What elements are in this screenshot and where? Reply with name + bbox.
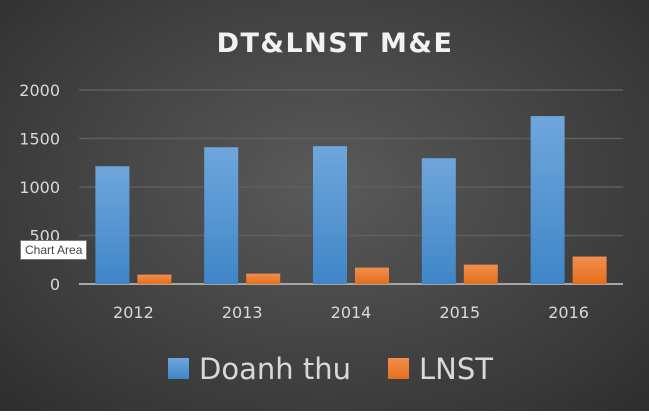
bar-doanh-thu-2012[interactable] [95, 166, 130, 284]
legend-label: LNST [419, 352, 493, 386]
y-tick-label: 0 [50, 275, 60, 294]
bar-doanh-thu-2013[interactable] [204, 147, 239, 284]
bar-doanh-thu-2016[interactable] [530, 116, 565, 284]
x-tick-label: 2013 [222, 303, 263, 322]
y-tick-label: 1000 [19, 178, 60, 197]
x-tick-label: 2016 [548, 303, 589, 322]
bar-lnst-2012[interactable] [137, 274, 172, 284]
bar-doanh-thu-2015[interactable] [421, 158, 456, 284]
bar-lnst-2015[interactable] [463, 264, 498, 284]
bar-lnst-2014[interactable] [355, 267, 389, 284]
legend-swatch [388, 358, 409, 379]
legend-swatch [168, 358, 189, 379]
bar-doanh-thu-2014[interactable] [313, 146, 347, 284]
x-tick-label: 2015 [439, 303, 480, 322]
y-tick-label: 2000 [19, 81, 60, 100]
bar-lnst-2013[interactable] [246, 273, 281, 284]
y-tick-label: 1500 [19, 130, 60, 149]
chart-title: DT&LNST M&E [217, 28, 454, 59]
bar-lnst-2016[interactable] [572, 256, 607, 284]
x-tick-label: 2012 [113, 303, 154, 322]
legend-label: Doanh thu [199, 352, 351, 386]
chart-area-tooltip: Chart Area [20, 240, 88, 260]
x-tick-label: 2014 [331, 303, 372, 322]
